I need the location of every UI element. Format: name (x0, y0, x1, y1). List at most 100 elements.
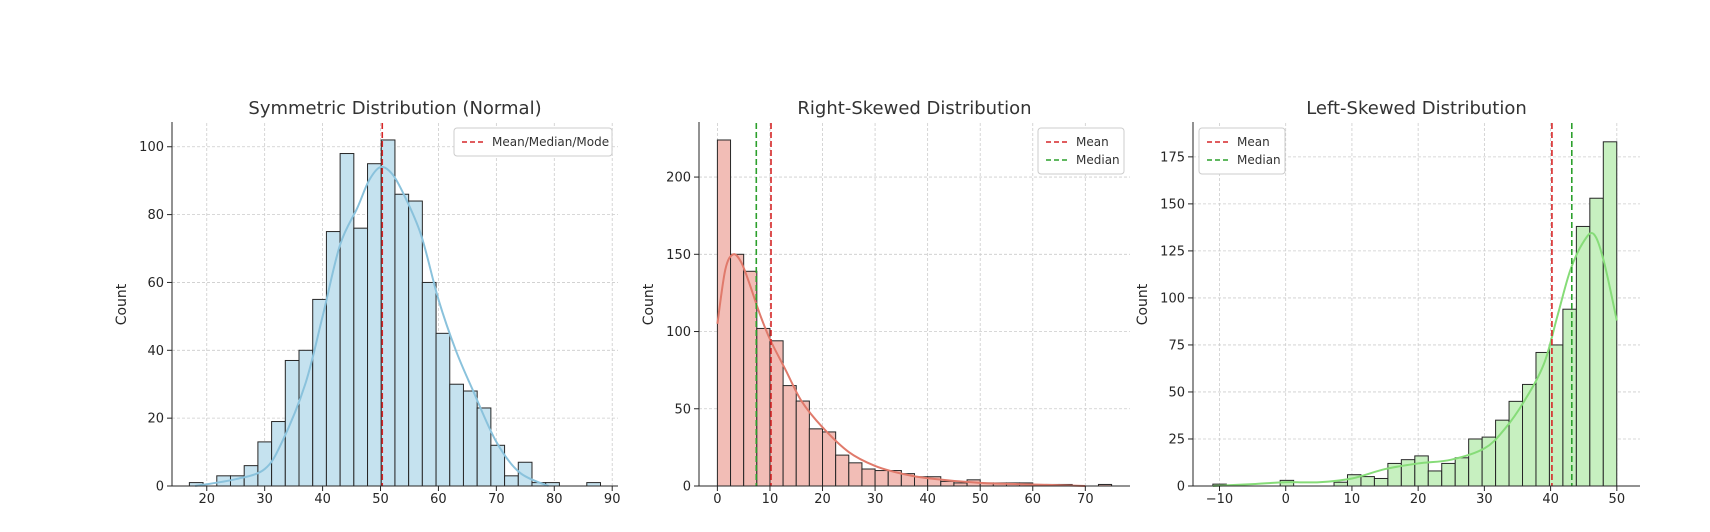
x-tick-label: 30 (867, 492, 884, 507)
legend-label: Mean/Median/Mode (492, 135, 609, 149)
histogram-bar (408, 200, 423, 487)
legend-label: Mean (1237, 135, 1270, 149)
histogram-bar (1441, 462, 1456, 487)
histogram-bar (449, 383, 464, 487)
x-tick-label: 40 (919, 492, 936, 507)
histogram-bar (586, 482, 602, 487)
histogram-bar (756, 327, 771, 487)
x-tick-label: 20 (814, 492, 831, 507)
y-tick-label: 200 (666, 171, 691, 186)
histogram-bar (462, 390, 478, 487)
histogram-bar (380, 139, 396, 487)
legend: Mean/Median/Mode (453, 127, 613, 157)
histogram-bar (435, 332, 451, 487)
x-tick-label: 60 (430, 492, 447, 507)
y-tick-label: 50 (674, 402, 691, 417)
legend-label: Median (1237, 153, 1281, 167)
y-tick-label: 0 (683, 480, 691, 495)
legend-box (1198, 127, 1286, 175)
x-tick-label: 50 (972, 492, 989, 507)
x-tick-label: 50 (1609, 492, 1626, 507)
x-tick-label: 10 (762, 492, 779, 507)
legend: Mean Median (1037, 127, 1125, 175)
histogram-bar (476, 407, 492, 487)
histogram-bar (835, 454, 850, 487)
y-tick-label: 175 (1160, 150, 1185, 165)
histogram-bar (861, 468, 876, 487)
histogram-bar (271, 421, 286, 487)
x-tick-label: 30 (256, 492, 273, 507)
kde-curve (716, 253, 1086, 487)
y-tick-label: 50 (1168, 385, 1185, 400)
histogram-bar (1589, 197, 1604, 487)
x-tick-label: 50 (372, 492, 389, 507)
histogram-bar (353, 227, 369, 487)
x-tick-label: 40 (314, 492, 331, 507)
y-tick-label: 100 (139, 140, 164, 155)
histogram-bar (848, 462, 863, 487)
y-tick-label: 150 (666, 248, 691, 263)
legend: Mean Median (1198, 127, 1286, 175)
y-tick-label: 0 (156, 480, 164, 495)
x-tick-label: 70 (1077, 492, 1094, 507)
chart-panel-1: 20 30 40 50 60 70 80 90 0 20 40 60 80 100 Symmetric Di… (114, 98, 620, 507)
histogram-bar (808, 428, 824, 487)
chart-title: Symmetric Distribution (Normal) (248, 98, 541, 119)
y-tick-label: 100 (1160, 291, 1185, 306)
histogram-bar (1495, 419, 1510, 487)
histogram-bar (284, 359, 300, 487)
y-tick-label: 75 (1168, 338, 1185, 353)
x-tick-label: 0 (713, 492, 721, 507)
x-tick-label: 0 (1282, 492, 1290, 507)
y-tick-label: 20 (147, 412, 164, 427)
x-tick-label: 90 (604, 492, 621, 507)
histogram-bar (298, 349, 314, 487)
histogram-bar (1360, 476, 1375, 487)
y-tick-label: 60 (147, 276, 164, 291)
x-tick-label: 80 (546, 492, 563, 507)
histogram-bar (1454, 457, 1470, 487)
y-axis-label: Count (114, 283, 130, 325)
x-tick-label: 70 (488, 492, 505, 507)
x-tick-label: −10 (1206, 492, 1233, 507)
histogram-bar (1535, 351, 1550, 487)
histogram-bar (940, 480, 955, 487)
x-tick-label: 30 (1476, 492, 1493, 507)
histogram-bar (1427, 470, 1443, 487)
histogram-bar (874, 470, 889, 487)
histogram-bar (1575, 225, 1591, 487)
chart-panel-2: 0 10 20 30 40 50 60 70 0 50 100 150 200 Right-Skewed … (641, 98, 1130, 507)
legend-label: Median (1076, 153, 1120, 167)
y-axis-label: Count (641, 283, 657, 325)
chart-title: Right-Skewed Distribution (797, 98, 1031, 119)
legend-label: Mean (1076, 135, 1109, 149)
legend-box (453, 127, 613, 157)
histogram-bar (730, 253, 745, 487)
x-tick-label: 10 (1344, 492, 1361, 507)
y-tick-label: 150 (1160, 197, 1185, 212)
kde-curve (195, 165, 549, 487)
y-tick-label: 0 (1177, 480, 1185, 495)
histogram-bar (1333, 481, 1348, 487)
histogram-bar (1414, 455, 1429, 487)
x-tick-label: 20 (198, 492, 215, 507)
y-axis-label: Count (1135, 283, 1151, 325)
histogram-bar (394, 193, 410, 487)
y-tick-label: 100 (666, 325, 691, 340)
kde-curve (1212, 231, 1618, 487)
y-tick-label: 125 (1160, 244, 1185, 259)
legend-box (1037, 127, 1125, 175)
chart-panel-3: −10 0 10 20 30 40 50 0 25 50 75 100 125 150 175 Left-Sk… (1135, 98, 1640, 507)
x-tick-label: 40 (1542, 492, 1559, 507)
x-tick-label: 20 (1410, 492, 1427, 507)
y-tick-label: 25 (1168, 432, 1185, 447)
histogram-bar (367, 163, 382, 487)
histogram-bar (421, 281, 437, 487)
histogram-bar (504, 475, 519, 487)
histogram-bar (743, 270, 758, 487)
y-tick-label: 80 (147, 208, 164, 223)
chart-title: Left-Skewed Distribution (1306, 98, 1527, 119)
histogram-bar (795, 400, 810, 487)
histogram-bar (339, 153, 355, 487)
